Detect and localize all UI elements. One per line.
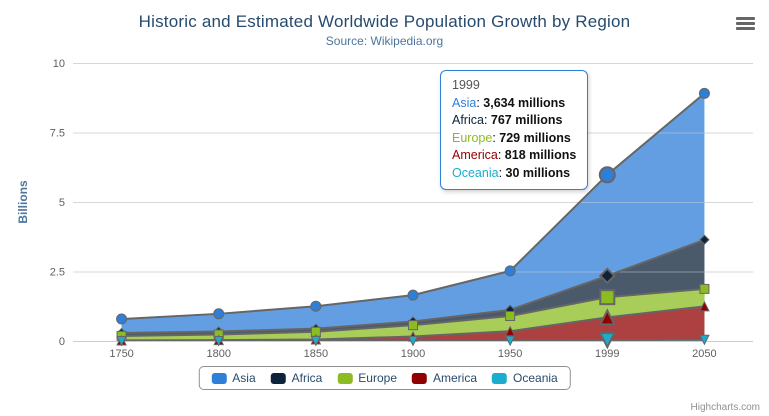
hamburger-icon	[736, 16, 755, 20]
legend-label: Asia	[232, 371, 256, 385]
export-menu-button[interactable]	[734, 13, 758, 33]
tooltip-row-africa: Africa: 767 millions	[452, 113, 563, 127]
marker-oceania-1750[interactable]	[116, 335, 127, 347]
legend-label: Europe	[358, 371, 398, 385]
tooltip-row-oceania: Oceania: 30 millions	[452, 165, 571, 180]
tooltip-row-america: America: 818 millions	[452, 148, 577, 162]
x-axis-label: 1950	[498, 348, 522, 360]
legend-swatch-america	[412, 372, 428, 384]
marker-africa-2050[interactable]	[699, 234, 710, 245]
hamburger-icon	[736, 21, 755, 25]
tooltip-series-name: Europe	[452, 130, 493, 145]
tooltip-series-name: Africa	[452, 113, 484, 127]
chart-subtitle: Source: Wikipedia.org	[325, 34, 444, 48]
legend-label: Oceania	[513, 371, 558, 385]
marker-africa-1999[interactable]	[598, 267, 616, 285]
marker-oceania-1950[interactable]	[504, 335, 516, 347]
hamburger-icon	[736, 26, 755, 30]
marker-asia-1999[interactable]	[598, 166, 616, 184]
x-axis-label: 1800	[206, 348, 230, 360]
legend-swatch-asia	[211, 372, 227, 384]
legend-swatch-africa	[270, 372, 286, 384]
tooltip-row-europe: Europe: 729 millions	[452, 130, 571, 145]
legend-swatch-europe	[337, 372, 353, 384]
marker-asia-1900[interactable]	[407, 289, 419, 301]
marker-oceania-1999[interactable]	[598, 332, 616, 350]
marker-oceania-1850[interactable]	[310, 335, 322, 347]
marker-asia-1850[interactable]	[310, 300, 322, 312]
legend-item-europe[interactable]: Europe	[337, 371, 397, 385]
tooltip-series-value: 30 millions	[505, 165, 571, 180]
tooltip-series-value: 729 millions	[499, 130, 571, 145]
marker-america-2050[interactable]	[699, 300, 710, 312]
area-america[interactable]	[121, 306, 705, 341]
y-axis-label: 5	[59, 197, 65, 209]
tooltip-category: 1999	[452, 78, 480, 92]
area-asia[interactable]	[121, 93, 705, 341]
marker-oceania-1800[interactable]	[213, 335, 225, 347]
marker-asia-1800[interactable]	[213, 308, 225, 320]
marker-europe-1900[interactable]	[408, 320, 418, 331]
tooltip: 1999 Asia: 3,634 millions Africa: 767 mil…	[440, 70, 589, 190]
x-axis-label: 1850	[304, 348, 328, 360]
marker-asia-1950[interactable]	[504, 265, 516, 277]
tooltip-series-name: Oceania	[452, 165, 499, 180]
legend-item-asia[interactable]: Asia	[211, 371, 256, 385]
chart-title: Historic and Estimated Worldwide Populat…	[138, 12, 631, 31]
y-axis-label: 7.5	[50, 128, 65, 140]
marker-oceania-2050[interactable]	[699, 334, 710, 346]
tooltip-series-value: 818 millions	[504, 148, 577, 162]
marker-asia-1750[interactable]	[116, 313, 128, 325]
y-axis-label: 0	[59, 336, 65, 348]
credits-link[interactable]: Highcharts.com	[690, 402, 760, 413]
y-axis-label: 2.5	[50, 267, 65, 279]
x-axis-label: 1900	[401, 348, 425, 360]
legend-item-america[interactable]: America	[412, 371, 477, 385]
marker-america-1999[interactable]	[598, 308, 616, 326]
tooltip-series-value: 3,634 millions	[483, 95, 566, 110]
legend-item-oceania[interactable]: Oceania	[492, 371, 558, 385]
legend-label: America	[433, 371, 478, 385]
marker-asia-2050[interactable]	[698, 87, 710, 99]
x-axis-label: 1750	[109, 348, 133, 360]
tooltip-series-name: Asia	[452, 95, 477, 110]
legend-item-africa[interactable]: Africa	[270, 371, 323, 385]
tooltip-series-name: America	[452, 148, 498, 162]
x-axis-label: 1999	[595, 348, 619, 360]
legend-swatch-oceania	[492, 372, 508, 384]
marker-europe-1950[interactable]	[505, 311, 516, 322]
marker-europe-2050[interactable]	[699, 283, 710, 294]
y-axis-label: 10	[53, 58, 65, 70]
x-axis-label: 2050	[692, 348, 716, 360]
tooltip-row-asia: Asia: 3,634 millions	[452, 95, 566, 110]
tooltip-series-value: 767 millions	[490, 113, 563, 127]
legend-label: Africa	[291, 371, 323, 385]
legend: Asia Africa Europe America Oceania	[198, 366, 571, 390]
marker-europe-1999[interactable]	[599, 289, 616, 306]
marker-oceania-1900[interactable]	[407, 335, 419, 347]
y-axis-title: Billions	[16, 180, 30, 224]
